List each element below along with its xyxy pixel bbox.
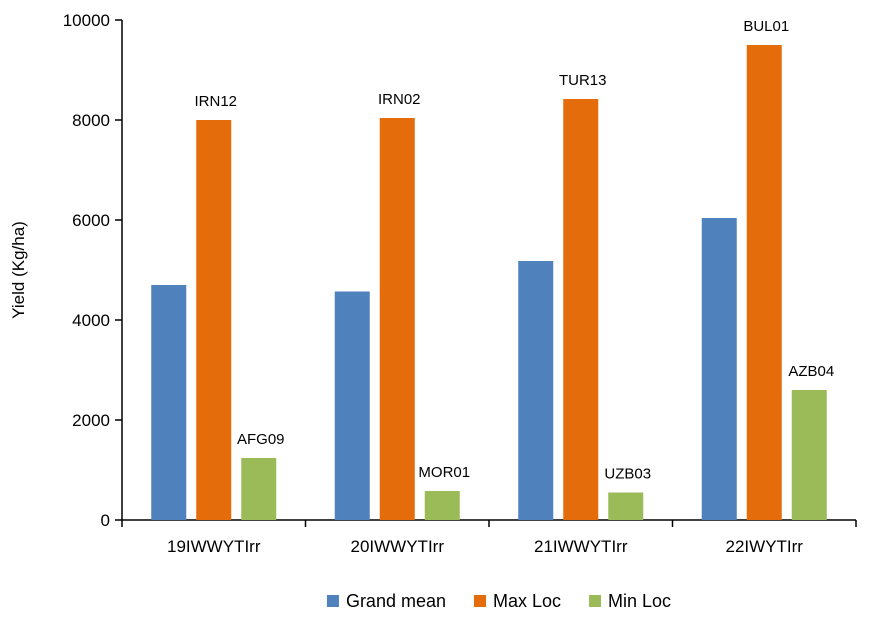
- data-label: TUR13: [559, 72, 607, 89]
- x-category-label: 19IWWYTIrr: [167, 537, 261, 556]
- y-tick-label: 10000: [63, 11, 110, 30]
- x-category-label: 22IWYTIrr: [726, 537, 804, 556]
- data-label: IRN12: [194, 93, 237, 110]
- legend-swatch: [474, 595, 486, 607]
- legend-item: Grand mean: [326, 591, 446, 611]
- data-label: BUL01: [743, 18, 789, 35]
- bar: [424, 491, 460, 520]
- bar: [241, 458, 277, 520]
- bar: [518, 261, 554, 520]
- bar: [701, 218, 737, 520]
- legend-item: Min Loc: [589, 591, 671, 611]
- legend-label: Grand mean: [346, 591, 446, 611]
- legend-label: Min Loc: [608, 591, 671, 611]
- bar: [379, 118, 415, 520]
- y-axis-title: Yield (Kg/ha): [9, 221, 28, 319]
- y-tick-label: 0: [101, 511, 110, 530]
- y-tick-label: 6000: [72, 211, 110, 230]
- legend-swatch: [326, 595, 339, 607]
- y-tick-label: 8000: [72, 111, 110, 130]
- y-tick-label: 4000: [72, 311, 110, 330]
- data-label: IRN02: [378, 91, 421, 108]
- bar: [151, 285, 187, 520]
- bar: [791, 390, 827, 520]
- data-label: AFG09: [237, 431, 285, 448]
- data-label: MOR01: [418, 464, 470, 481]
- bar: [608, 492, 644, 520]
- data-label: AZB04: [788, 363, 834, 380]
- legend-item: Max Loc: [474, 591, 561, 611]
- data-label: UZB03: [604, 466, 651, 483]
- legend-swatch: [589, 595, 602, 607]
- y-tick-label: 2000: [72, 411, 110, 430]
- bar: [746, 45, 782, 520]
- x-category-label: 20IWWYTIrr: [351, 537, 445, 556]
- legend-label: Max Loc: [493, 591, 561, 611]
- bar: [334, 291, 370, 520]
- bar: [196, 120, 232, 520]
- x-category-label: 21IWWYTIrr: [534, 537, 628, 556]
- bar: [563, 99, 599, 520]
